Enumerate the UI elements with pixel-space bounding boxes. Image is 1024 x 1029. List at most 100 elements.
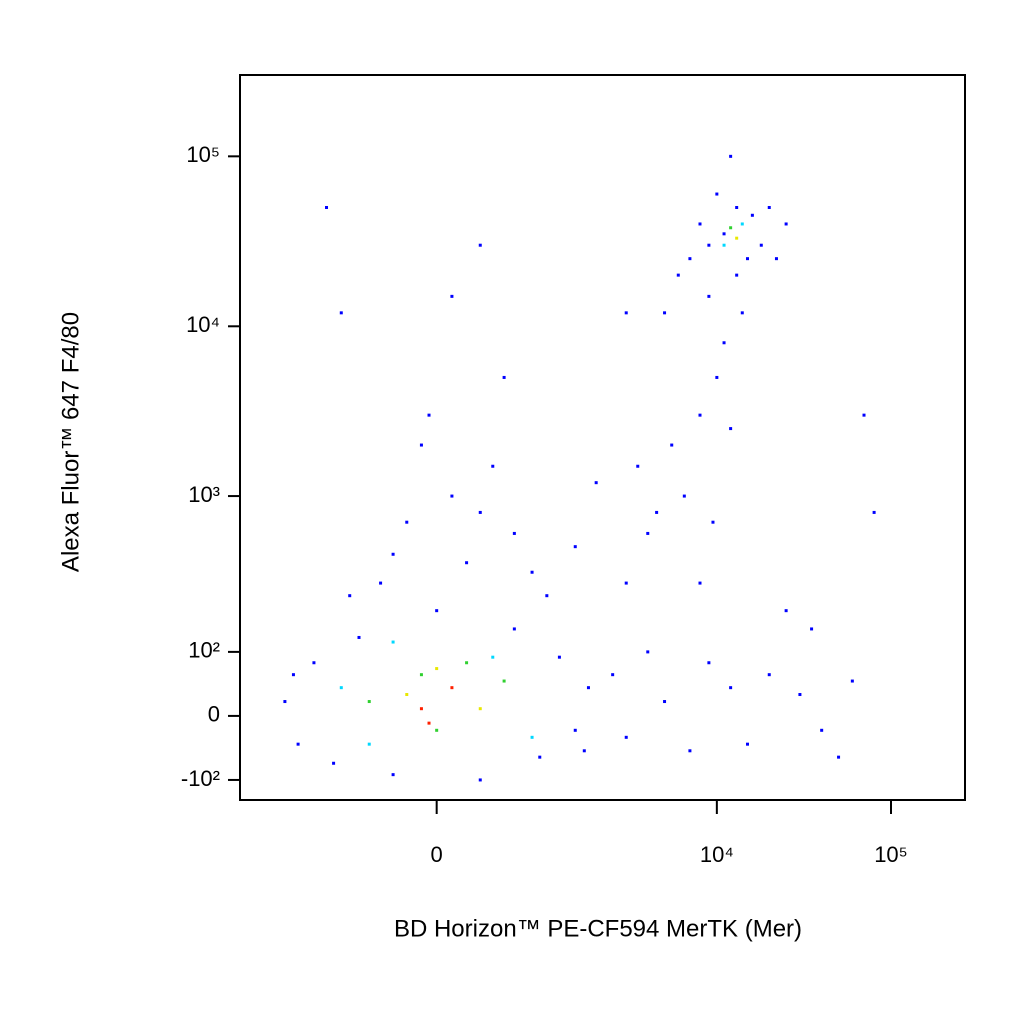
x-tick-label: 10⁵: [874, 842, 908, 867]
data-point: [729, 427, 733, 431]
data-point: [676, 273, 680, 277]
data-point: [722, 341, 726, 345]
data-point: [582, 749, 586, 753]
data-point: [502, 375, 506, 379]
data-point: [740, 222, 744, 226]
x-axis-label: BD Horizon™ PE-CF594 MerTK (Mer): [394, 915, 802, 942]
data-point: [745, 742, 749, 746]
data-point: [624, 581, 628, 585]
data-point: [491, 464, 495, 468]
y-tick-label: 10⁴: [186, 312, 220, 337]
x-tick-label: 10⁴: [700, 842, 734, 867]
y-axis-label: Alexa Fluor™ 647 F4/80: [57, 312, 84, 572]
data-point: [729, 226, 733, 230]
data-point: [419, 707, 423, 711]
data-point: [296, 742, 300, 746]
y-tick-label: -10²: [181, 766, 220, 791]
data-point: [573, 545, 577, 549]
plot-frame: [239, 74, 966, 801]
data-point: [715, 375, 719, 379]
data-point: [722, 232, 726, 236]
data-point: [646, 531, 650, 535]
data-point: [538, 755, 542, 759]
data-point: [715, 192, 719, 196]
data-point: [784, 609, 788, 613]
data-point: [711, 520, 715, 524]
data-point: [707, 243, 711, 247]
data-point: [325, 206, 329, 210]
data-point: [636, 464, 640, 468]
x-tick-label: 0: [431, 842, 443, 867]
data-point: [624, 311, 628, 315]
data-point: [530, 735, 534, 739]
data-point: [419, 673, 423, 677]
data-point: [478, 707, 482, 711]
data-point: [465, 561, 469, 565]
data-point: [735, 206, 739, 210]
data-point: [750, 213, 754, 217]
data-point: [663, 311, 667, 315]
data-point: [419, 443, 423, 447]
data-point: [435, 609, 439, 613]
data-point: [862, 413, 866, 417]
data-point: [837, 755, 841, 759]
data-point: [850, 679, 854, 683]
data-point: [707, 294, 711, 298]
data-point: [759, 243, 763, 247]
data-point: [688, 749, 692, 753]
data-point: [767, 673, 771, 677]
data-point: [450, 686, 454, 690]
data-point: [405, 693, 409, 697]
data-point: [312, 661, 316, 665]
data-point: [698, 581, 702, 585]
data-point: [450, 294, 454, 298]
data-point: [339, 686, 343, 690]
data-point: [735, 236, 739, 240]
data-point: [512, 531, 516, 535]
data-point: [427, 413, 431, 417]
data-point: [530, 570, 534, 574]
data-point: [450, 494, 454, 498]
y-tick-label: 10³: [188, 482, 220, 507]
data-point: [586, 686, 590, 690]
data-point: [465, 661, 469, 665]
data-point: [427, 721, 431, 725]
y-tick-label: 10²: [188, 638, 220, 663]
data-point: [557, 655, 561, 659]
data-point: [740, 311, 744, 315]
data-point: [332, 761, 336, 765]
y-tick-label: 0: [208, 702, 220, 727]
data-point: [391, 773, 395, 777]
data-point: [611, 673, 615, 677]
data-point: [435, 728, 439, 732]
data-point: [722, 243, 726, 247]
data-point: [367, 742, 371, 746]
data-point: [798, 693, 802, 697]
data-point: [339, 311, 343, 315]
data-point: [379, 581, 383, 585]
data-point: [348, 594, 352, 598]
data-point: [624, 735, 628, 739]
data-point: [698, 413, 702, 417]
data-point: [670, 443, 674, 447]
data-point: [367, 700, 371, 704]
data-point: [820, 728, 824, 732]
data-point: [872, 510, 876, 514]
data-point: [435, 667, 439, 671]
data-point: [478, 778, 482, 782]
data-point: [573, 728, 577, 732]
data-point: [767, 206, 771, 210]
data-point: [810, 627, 814, 631]
data-point: [502, 679, 506, 683]
data-point: [512, 627, 516, 631]
data-point: [391, 640, 395, 644]
data-point: [655, 510, 659, 514]
data-point: [391, 552, 395, 556]
data-point: [682, 494, 686, 498]
data-point: [688, 257, 692, 261]
data-point: [784, 222, 788, 226]
data-point: [646, 650, 650, 654]
data-point: [594, 481, 598, 485]
data-point: [745, 257, 749, 261]
